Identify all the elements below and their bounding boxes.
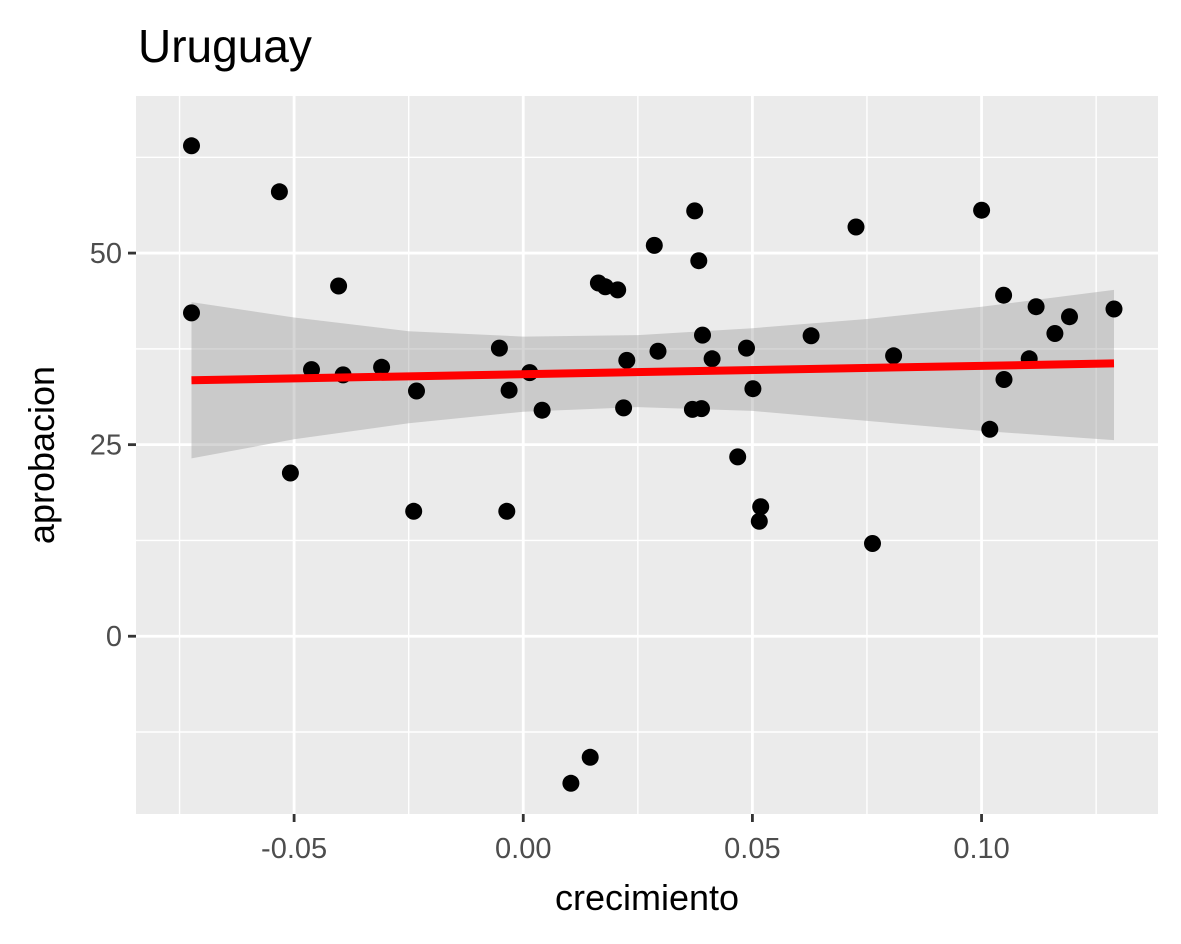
data-point [281, 464, 299, 482]
data-point [330, 277, 348, 295]
data-point [562, 774, 580, 792]
data-point [744, 380, 762, 398]
data-point [500, 381, 518, 399]
data-point [408, 382, 425, 400]
data-point [609, 281, 627, 299]
data-point [729, 448, 747, 466]
x-tick-label: 0.10 [953, 833, 1009, 865]
data-point [738, 339, 755, 357]
points-layer [183, 137, 1123, 792]
data-point [686, 202, 704, 220]
data-point [533, 401, 551, 419]
data-point [750, 512, 768, 530]
data-point [649, 342, 667, 360]
data-point [752, 498, 770, 516]
data-point [981, 420, 999, 438]
data-point [581, 748, 599, 766]
data-point [995, 286, 1013, 304]
data-point [693, 400, 710, 418]
data-point [694, 326, 711, 344]
data-point [405, 502, 423, 520]
y-tick-label: 0 [106, 621, 122, 653]
y-tick-label: 50 [90, 238, 122, 270]
major-gridlines [136, 96, 1158, 814]
data-point [864, 535, 881, 552]
data-point [615, 399, 633, 417]
data-point [690, 252, 708, 270]
y-tick-label: 25 [90, 430, 122, 462]
data-point [973, 201, 991, 219]
data-point [618, 351, 636, 369]
data-point [270, 183, 288, 201]
data-point [183, 137, 200, 155]
y-axis-title: aprobacion [21, 366, 62, 544]
data-point [498, 502, 516, 520]
data-point [885, 347, 903, 365]
data-point [1105, 300, 1123, 318]
data-point [995, 371, 1013, 388]
data-point [847, 218, 865, 236]
x-tick-label: 0.00 [495, 833, 551, 865]
x-tick-label: 0.05 [724, 833, 780, 865]
data-point [1046, 325, 1064, 342]
axis-ticks: -0.05 0.00 0.05 0.10 0 25 50 [90, 238, 1010, 865]
data-point [373, 358, 391, 376]
plot-panel [136, 96, 1158, 814]
fit-line [191, 359, 1115, 385]
data-point [303, 361, 320, 379]
x-axis-title: crecimiento [555, 877, 739, 918]
x-tick-label: -0.05 [261, 833, 327, 865]
chart-title: Uruguay [138, 20, 312, 72]
data-point [802, 327, 820, 345]
data-point [183, 304, 200, 322]
fit-line-layer [191, 359, 1115, 385]
minor-gridlines [136, 96, 1158, 814]
data-point [645, 236, 663, 254]
data-point [703, 350, 721, 368]
data-point [1027, 298, 1045, 316]
data-point [490, 339, 508, 357]
data-point [1061, 308, 1078, 326]
